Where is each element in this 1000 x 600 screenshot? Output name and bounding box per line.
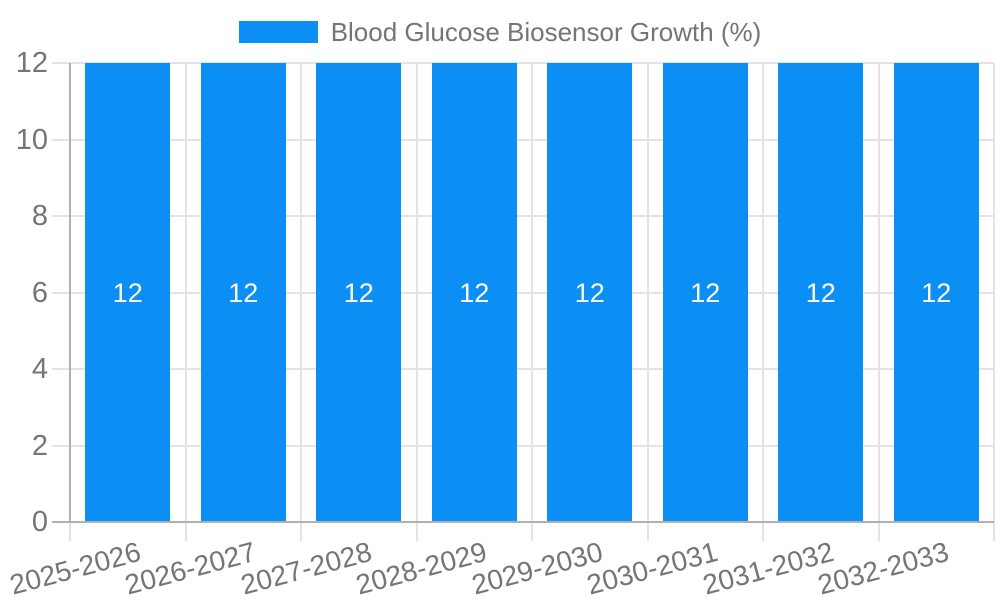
- gridline-horizontal: [52, 291, 994, 294]
- bar: [893, 63, 979, 522]
- bar: [547, 63, 633, 522]
- bar: [85, 63, 171, 522]
- x-tick-label: 2031-2032: [699, 536, 837, 600]
- gridline-horizontal: [52, 444, 994, 447]
- legend-label: Blood Glucose Biosensor Growth (%): [330, 17, 762, 47]
- y-tick-label: 0: [31, 506, 48, 538]
- y-tick-label: 6: [31, 276, 48, 309]
- y-axis-line: [69, 63, 71, 522]
- y-tick-label: 8: [31, 200, 48, 232]
- bar-value-label: 12: [112, 277, 143, 308]
- gridline-vertical: [646, 63, 649, 541]
- gridline-vertical: [762, 63, 764, 541]
- bar-value-label: 12: [921, 277, 952, 308]
- gridline-horizontal: [52, 138, 994, 141]
- x-tick-label: 2027-2028: [237, 536, 375, 600]
- gridline-horizontal: [52, 368, 994, 370]
- bar-value-label: 12: [805, 277, 836, 308]
- chart-legend: Blood Glucose Biosensor Growth (%): [0, 18, 1000, 46]
- bar-value-label: 12: [343, 277, 374, 308]
- y-tick-label: 10: [15, 123, 48, 156]
- gridline-vertical: [877, 63, 880, 541]
- legend-swatch: [238, 21, 318, 43]
- bar: [662, 63, 748, 522]
- gridline-vertical: [184, 63, 187, 541]
- gridline-vertical: [415, 63, 418, 541]
- bar-value-label: 12: [228, 277, 259, 308]
- bar: [778, 63, 864, 522]
- x-tick-label: 2026-2027: [121, 536, 260, 600]
- bar-value-label: 12: [459, 277, 490, 308]
- gridline-vertical: [300, 63, 302, 541]
- x-tick-label: 2029-2030: [468, 536, 606, 600]
- gridline-horizontal: [52, 62, 994, 64]
- y-tick-label: 12: [15, 47, 48, 79]
- bar: [200, 63, 286, 522]
- bar: [316, 63, 402, 522]
- x-tick-label: 2025-2026: [6, 536, 144, 600]
- x-tick-label: 2032-2033: [814, 536, 953, 600]
- bar-value-label: 12: [690, 277, 721, 308]
- gridline-vertical: [531, 63, 533, 541]
- x-axis-line: [52, 521, 994, 523]
- x-tick-label: 2030-2031: [583, 536, 722, 600]
- y-tick-label: 2: [31, 429, 48, 462]
- y-tick-label: 4: [31, 353, 48, 385]
- x-tick-label: 2028-2029: [352, 536, 491, 600]
- gridline-vertical: [993, 63, 995, 541]
- bar-value-label: 12: [574, 277, 605, 308]
- gridline-horizontal: [52, 215, 994, 217]
- bar: [431, 63, 517, 522]
